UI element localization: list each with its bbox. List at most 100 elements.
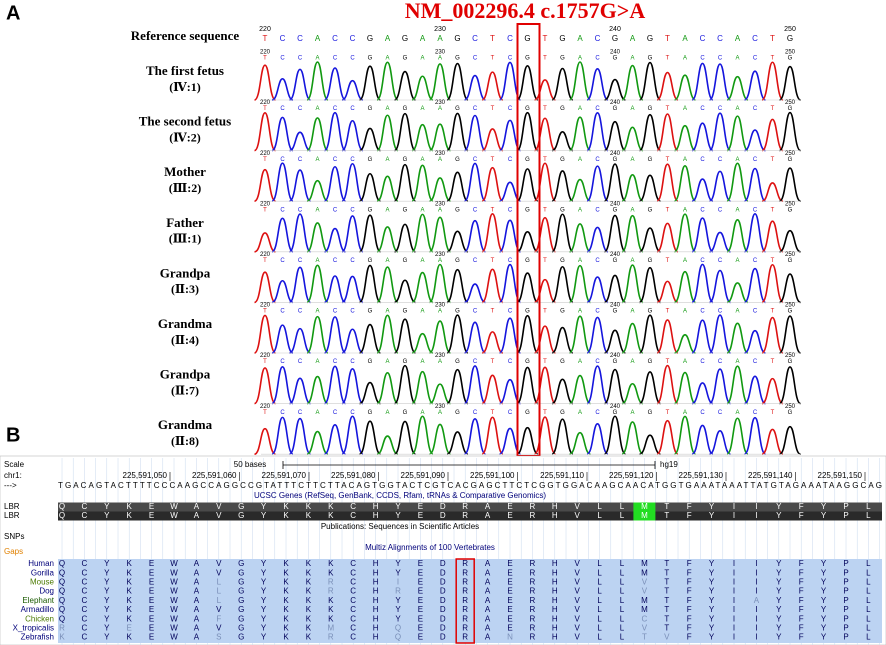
amino-acid: E bbox=[149, 614, 154, 623]
amino-acid: Y bbox=[261, 587, 267, 596]
peak bbox=[254, 271, 276, 304]
peak bbox=[551, 213, 574, 253]
amino-acid: R bbox=[530, 559, 536, 568]
amino-acid: R bbox=[530, 502, 536, 511]
base-letter: G bbox=[524, 34, 530, 43]
amino-acid: W bbox=[170, 502, 178, 511]
base-letter: T bbox=[543, 56, 547, 62]
amino-acid: H bbox=[373, 633, 379, 642]
amino-acid: P bbox=[843, 511, 848, 520]
peak bbox=[411, 415, 434, 455]
base-letter: T bbox=[491, 258, 495, 264]
peak bbox=[709, 170, 731, 202]
amino-acid: V bbox=[575, 633, 581, 642]
start-codon bbox=[633, 502, 656, 512]
base-letter: C bbox=[595, 359, 600, 365]
sample-name: Mother bbox=[164, 164, 206, 179]
base-letter: C bbox=[473, 56, 478, 62]
base-letter: G bbox=[788, 157, 793, 163]
base-letter: G bbox=[788, 106, 793, 112]
amino-acid: H bbox=[552, 559, 558, 568]
amino-acid: H bbox=[552, 568, 558, 577]
position-label: 230 bbox=[435, 252, 446, 258]
peak bbox=[551, 265, 574, 304]
peak bbox=[743, 416, 767, 455]
amino-acid: F bbox=[687, 624, 692, 633]
base-letter: G bbox=[454, 34, 460, 43]
peak bbox=[306, 222, 329, 253]
peak bbox=[604, 274, 626, 304]
amino-acid: Y bbox=[261, 568, 267, 577]
peak bbox=[253, 314, 277, 354]
base-letter: A bbox=[385, 157, 389, 163]
amino-acid: Y bbox=[821, 605, 827, 614]
peak bbox=[639, 174, 661, 202]
peak bbox=[289, 327, 311, 354]
peak bbox=[394, 70, 416, 101]
amino-acid: I bbox=[733, 624, 735, 633]
peak bbox=[429, 423, 451, 455]
amino-acid: A bbox=[194, 578, 200, 587]
amino-acid: W bbox=[170, 633, 178, 642]
amino-acid: C bbox=[82, 587, 88, 596]
base-letter: A bbox=[438, 56, 442, 62]
amino-acid: Q bbox=[59, 587, 65, 596]
base-letter: G bbox=[525, 410, 530, 416]
amino-acid: F bbox=[799, 596, 804, 605]
amino-acid: Y bbox=[395, 511, 401, 520]
amino-acid: T bbox=[664, 596, 669, 605]
peak bbox=[691, 62, 714, 101]
base-letter: C bbox=[298, 157, 303, 163]
peak bbox=[603, 163, 627, 202]
peak bbox=[673, 415, 697, 455]
amino-acid: A bbox=[194, 511, 200, 520]
base-letter: C bbox=[333, 106, 338, 112]
amino-acid: Y bbox=[709, 596, 715, 605]
peak bbox=[376, 266, 399, 304]
base-letter: G bbox=[612, 34, 618, 43]
peak bbox=[534, 216, 556, 253]
peak bbox=[761, 428, 784, 455]
amino-acid: I bbox=[733, 605, 735, 614]
peak bbox=[306, 430, 329, 455]
amino-acid: I bbox=[755, 559, 757, 568]
base-letter: A bbox=[315, 56, 319, 62]
peak bbox=[533, 162, 557, 202]
base-letter: T bbox=[543, 309, 547, 315]
amino-acid: V bbox=[642, 587, 648, 596]
amino-acid: A bbox=[194, 502, 200, 511]
base-letter: G bbox=[403, 106, 408, 112]
base-letter: G bbox=[560, 106, 565, 112]
amino-acid: R bbox=[530, 614, 536, 623]
amino-acid: F bbox=[799, 511, 804, 520]
peak bbox=[394, 420, 416, 455]
peak bbox=[411, 123, 434, 152]
base-letter: T bbox=[263, 258, 267, 264]
base-letter: T bbox=[491, 207, 495, 213]
peak bbox=[586, 226, 609, 253]
sample-id: (Ⅱ:4) bbox=[171, 333, 199, 347]
base-letter: T bbox=[543, 106, 547, 112]
amino-acid: Y bbox=[776, 502, 782, 511]
amino-acid: T bbox=[642, 633, 647, 642]
peak bbox=[534, 325, 556, 354]
sample-id: (Ⅳ:1) bbox=[169, 80, 201, 94]
base-letter: A bbox=[578, 359, 582, 365]
amino-acid: K bbox=[127, 587, 133, 596]
base-letter: C bbox=[333, 157, 338, 163]
peak bbox=[761, 220, 784, 253]
amino-acid: W bbox=[170, 511, 178, 520]
base-letter: C bbox=[753, 207, 758, 213]
amino-acid: Y bbox=[821, 614, 827, 623]
position-label: 220 bbox=[260, 353, 271, 359]
track-label: Scale bbox=[4, 460, 25, 469]
base-letter: C bbox=[473, 207, 478, 213]
base-letter: T bbox=[666, 359, 670, 365]
base-letter: A bbox=[683, 157, 687, 163]
amino-acid: K bbox=[283, 596, 289, 605]
base-letter: A bbox=[578, 207, 582, 213]
base-letter: A bbox=[683, 207, 687, 213]
peak bbox=[289, 68, 311, 101]
base-letter: A bbox=[630, 207, 634, 213]
species-name: Human bbox=[28, 559, 54, 568]
